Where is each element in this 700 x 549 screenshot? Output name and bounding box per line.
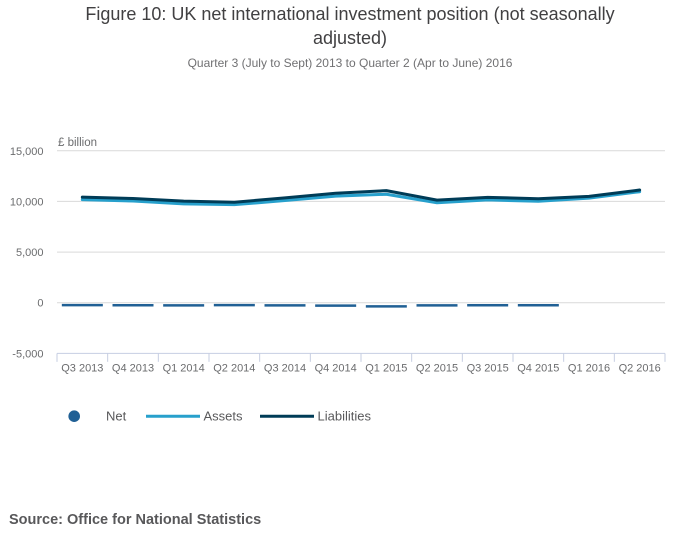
legend-item-net[interactable]: Net <box>68 409 127 424</box>
x-axis-label: Q3 2013 <box>61 363 103 375</box>
y-axis-label: 10,000 <box>10 196 44 208</box>
series-net <box>61 303 559 308</box>
x-axis-label: Q4 2015 <box>517 363 559 375</box>
legend-label-liabilities: Liabilities <box>318 409 372 424</box>
legend: Net Assets Liabilities <box>68 409 371 424</box>
x-axis-label: Q1 2016 <box>568 363 610 375</box>
y-axis-label: 5,000 <box>16 247 44 259</box>
series-assets-line <box>80 190 642 207</box>
x-axis-label: Q3 2014 <box>264 363 306 375</box>
x-axis-label: Q4 2013 <box>112 363 154 375</box>
x-axis-label: Q4 2014 <box>315 363 357 375</box>
chart-subtitle: Quarter 3 (July to Sept) 2013 to Quarter… <box>187 56 513 70</box>
x-axis-label: Q1 2014 <box>163 363 205 375</box>
legend-marker-net-dot <box>68 410 80 423</box>
y-axis-unit-label: £ billion <box>58 137 97 149</box>
x-axis-label: Q1 2015 <box>365 363 407 375</box>
legend-label-net: Net <box>106 409 127 424</box>
series-liabilities-line <box>80 188 642 204</box>
plot-area: £ billion -5,000 0 5,000 10,000 15,000 Q3 201… <box>10 137 666 424</box>
y-axis-label: -5,000 <box>12 348 43 360</box>
x-axis-label: Q3 2015 <box>467 363 509 375</box>
chart-title: Figure 10: UK net international investme… <box>85 4 615 48</box>
x-axis-label: Q2 2016 <box>619 363 661 375</box>
x-axis-label: Q2 2015 <box>416 363 458 375</box>
legend-item-assets[interactable]: Assets <box>146 409 243 424</box>
y-axis-label: 0 <box>37 298 43 310</box>
legend-item-liabilities[interactable]: Liabilities <box>260 409 371 424</box>
y-axis-label: 15,000 <box>10 146 44 158</box>
x-axis-label: Q2 2014 <box>213 363 255 375</box>
source-note: Source: Office for National Statistics <box>9 512 262 528</box>
legend-label-assets: Assets <box>204 409 244 424</box>
